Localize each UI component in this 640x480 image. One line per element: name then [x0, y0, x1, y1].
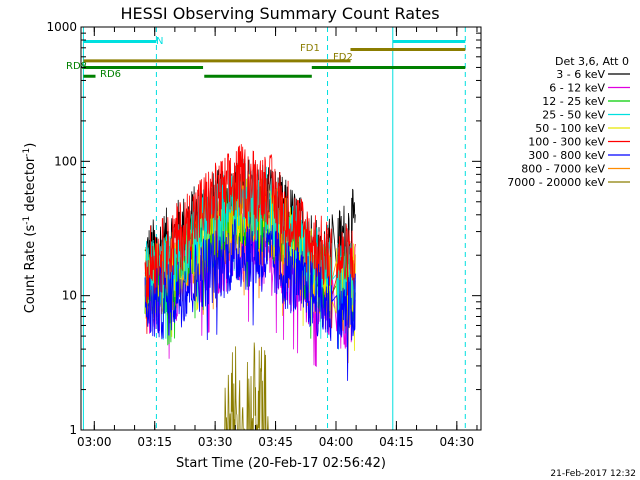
y-axis-label-part3: )	[23, 143, 38, 148]
series-trace-8	[144, 217, 356, 381]
legend-label: 25 - 50 keV	[542, 109, 605, 122]
y-axis-label: Count Rate (s-1 detector-1)	[22, 143, 38, 314]
x-tick-label: 04:00	[319, 435, 354, 449]
x-tick-label: 03:45	[258, 435, 293, 449]
timestamp: 21-Feb-2017 12:32	[550, 469, 636, 479]
x-tick-label: 04:15	[379, 435, 414, 449]
flag-label-rd6: RD6	[100, 69, 121, 80]
legend-label: 100 - 300 keV	[528, 136, 605, 149]
x-tick-label: 03:15	[137, 435, 172, 449]
series-trace-7	[144, 144, 356, 334]
legend-title: Det 3,6, Att 0	[555, 55, 629, 68]
legend-label: 12 - 25 keV	[542, 95, 605, 108]
flag-label-fd1: FD1	[300, 43, 320, 54]
vertical-markers	[82, 27, 466, 430]
series-trace-9	[222, 342, 269, 430]
legend-label: 6 - 12 keV	[549, 82, 605, 95]
x-tick-label: 03:30	[198, 435, 233, 449]
series-traces	[144, 144, 356, 430]
x-tick-label: 04:30	[440, 435, 475, 449]
flag-label-n: N	[156, 36, 163, 47]
legend-label: 50 - 100 keV	[535, 122, 605, 135]
y-axis-label-part2: detector	[23, 156, 38, 216]
legend-label: 3 - 6 keV	[556, 68, 605, 81]
plot-frame	[80, 26, 482, 431]
legend-label: 800 - 7000 keV	[521, 163, 605, 176]
flag-label-fd2: FD2	[333, 52, 353, 63]
x-tick-label: 03:00	[77, 435, 112, 449]
x-axis: 03:00 03:15 03:30 03:45 04:00 04:15 04:30	[77, 27, 478, 449]
y-axis: 1 10 100 1000	[46, 20, 481, 437]
legend-label: 7000 - 20000 keV	[507, 176, 605, 189]
flag-bars: N FD1 FD2 RD8 RD6	[66, 36, 466, 80]
y-tick-label: 1000	[46, 20, 77, 34]
x-axis-label: Start Time (20-Feb-17 02:56:42)	[176, 456, 386, 471]
y-axis-label-part1: Count Rate (s	[23, 225, 38, 314]
flag-label-rd8: RD8	[66, 61, 87, 72]
y-axis-label-sup1: -1	[22, 216, 32, 225]
y-axis-label-sup2: -1	[22, 148, 32, 157]
y-tick-label: 100	[54, 154, 77, 168]
y-tick-label: 10	[62, 289, 77, 303]
y-tick-label: 1	[69, 423, 77, 437]
legend-label: 300 - 800 keV	[528, 149, 605, 162]
chart-title: HESSI Observing Summary Count Rates	[120, 4, 439, 23]
